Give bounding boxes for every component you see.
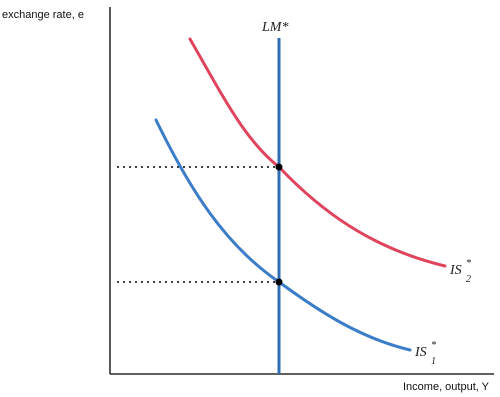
is2-label: IS <box>449 263 462 278</box>
x-axis-label: Income, output, Y <box>403 381 490 393</box>
is1-label-subscript: 1 <box>431 356 436 367</box>
is2-label-main: IS <box>449 263 462 278</box>
is1-label-main: IS <box>414 345 427 360</box>
lower-equilibrium-point <box>275 278 283 286</box>
is2-label-superscript: * <box>466 258 471 269</box>
is1-label-superscript: * <box>431 340 436 351</box>
is2-label-subscript: 2 <box>466 274 471 285</box>
lm-label: LM* <box>261 20 288 35</box>
is1-label: IS <box>414 345 427 360</box>
upper-equilibrium-point <box>275 163 283 171</box>
is1-curve <box>154 118 412 352</box>
y-axis-label: exchange rate, e <box>2 9 84 21</box>
is2-curve <box>188 37 447 268</box>
